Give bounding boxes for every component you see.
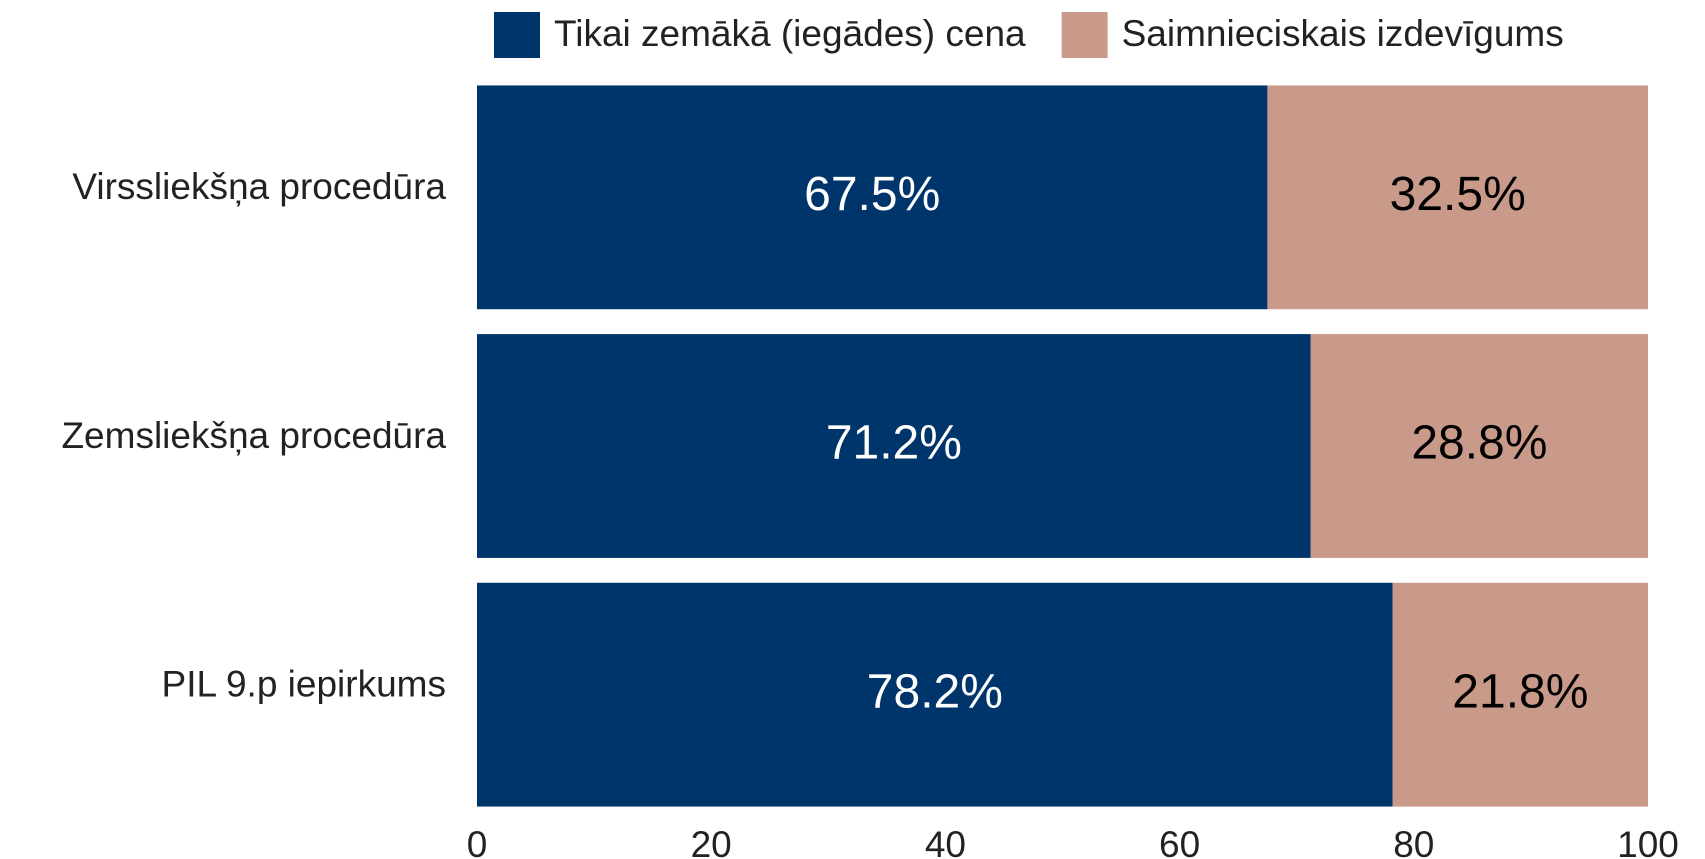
- data-label: 67.5%: [804, 168, 940, 221]
- data-label: 32.5%: [1390, 168, 1526, 221]
- bar-segment: [477, 582, 1393, 807]
- x-tick-label: 80: [1393, 824, 1434, 859]
- legend-label: Saimnieciskais izdevīgums: [1122, 13, 1564, 54]
- x-tick-label: 0: [467, 824, 488, 859]
- category-label: Virssliekšņa procedūra: [72, 166, 446, 207]
- data-label: 21.8%: [1452, 665, 1588, 718]
- bar-segment: [1310, 334, 1648, 558]
- legend-label: Tikai zemākā (iegādes) cena: [554, 13, 1026, 54]
- data-label: 71.2%: [826, 417, 962, 470]
- bar-segment: [477, 334, 1311, 558]
- bar-segment: [1267, 85, 1648, 310]
- data-label: 78.2%: [867, 665, 1003, 718]
- x-tick-label: 20: [691, 824, 732, 859]
- category-label: Zemsliekšņa procedūra: [61, 415, 446, 456]
- bar-segment: [477, 85, 1268, 310]
- data-label: 28.8%: [1411, 417, 1547, 470]
- category-label: PIL 9.p iepirkums: [162, 663, 446, 704]
- x-tick-label: 40: [925, 824, 966, 859]
- x-tick-label: 100: [1617, 824, 1679, 859]
- bar-segment: [1392, 582, 1648, 807]
- legend-swatch: [1061, 12, 1108, 58]
- x-tick-label: 60: [1159, 824, 1200, 859]
- legend-swatch: [494, 12, 540, 58]
